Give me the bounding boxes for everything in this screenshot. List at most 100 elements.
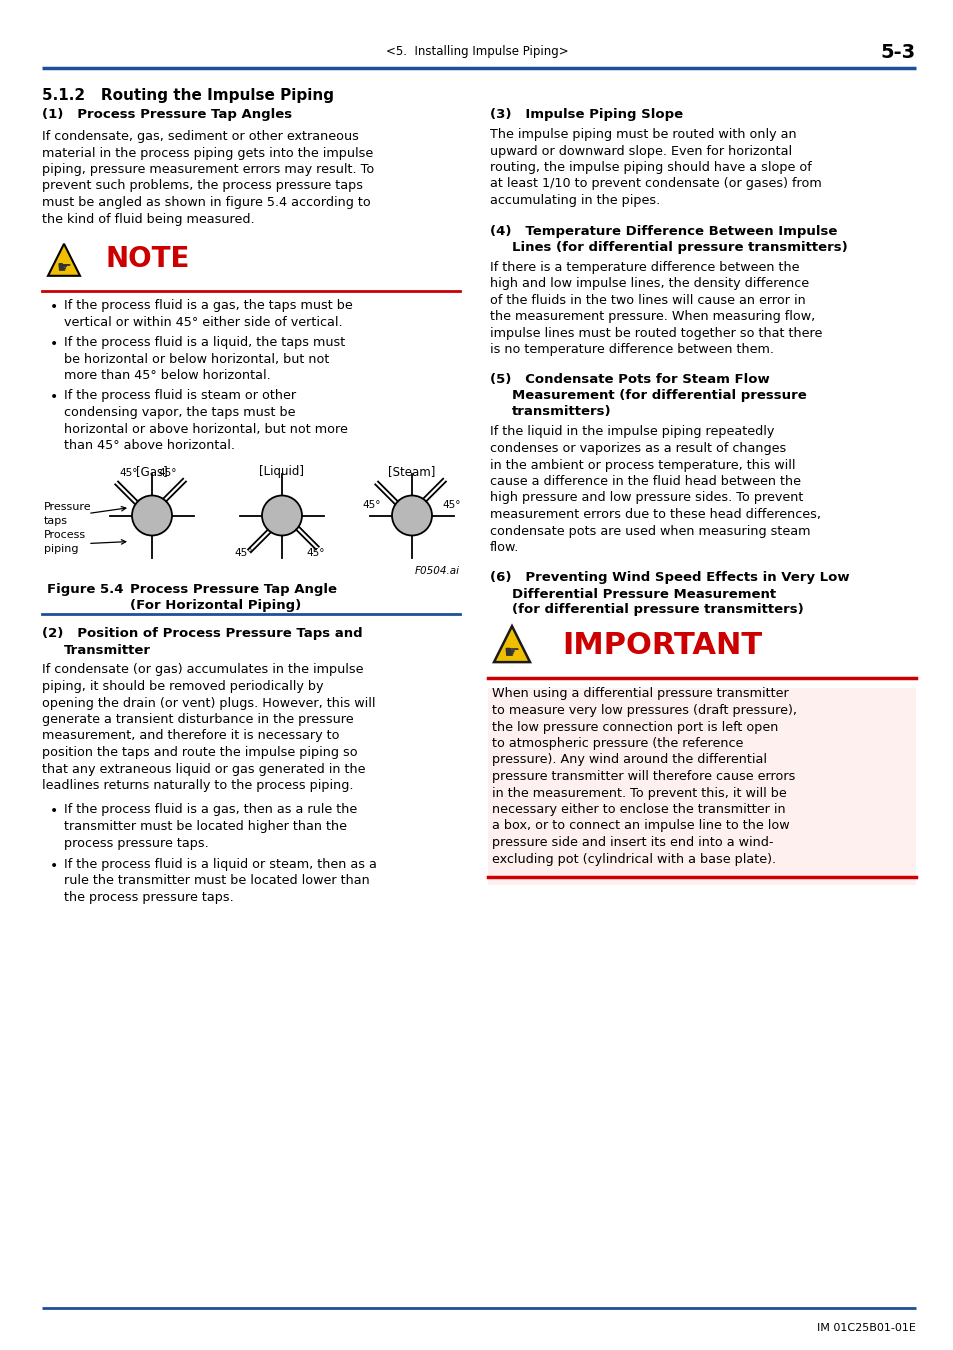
Text: (for differential pressure transmitters): (for differential pressure transmitters) xyxy=(512,603,803,617)
Text: [Steam]: [Steam] xyxy=(388,466,436,478)
Text: taps: taps xyxy=(44,517,68,526)
Text: pressure transmitter will therefore cause errors: pressure transmitter will therefore caus… xyxy=(492,769,795,783)
Text: Differential Pressure Measurement: Differential Pressure Measurement xyxy=(512,587,776,601)
Circle shape xyxy=(132,495,172,536)
Text: piping, pressure measurement errors may result. To: piping, pressure measurement errors may … xyxy=(42,163,374,176)
Text: (4)   Temperature Difference Between Impulse: (4) Temperature Difference Between Impul… xyxy=(490,224,837,238)
Text: flow.: flow. xyxy=(490,541,518,554)
Text: Lines (for differential pressure transmitters): Lines (for differential pressure transmi… xyxy=(512,240,847,254)
Text: to atmospheric pressure (the reference: to atmospheric pressure (the reference xyxy=(492,737,742,751)
Text: process pressure taps.: process pressure taps. xyxy=(64,837,209,849)
Text: be horizontal or below horizontal, but not: be horizontal or below horizontal, but n… xyxy=(64,352,329,366)
Text: condenses or vaporizes as a result of changes: condenses or vaporizes as a result of ch… xyxy=(490,441,785,455)
Text: The impulse piping must be routed with only an: The impulse piping must be routed with o… xyxy=(490,128,796,140)
Text: Pressure: Pressure xyxy=(44,502,91,513)
Text: position the taps and route the impulse piping so: position the taps and route the impulse … xyxy=(42,747,357,759)
Text: When using a differential pressure transmitter: When using a differential pressure trans… xyxy=(492,687,788,701)
Text: Process Pressure Tap Angle: Process Pressure Tap Angle xyxy=(130,583,336,597)
Text: more than 45° below horizontal.: more than 45° below horizontal. xyxy=(64,369,271,382)
Text: •: • xyxy=(50,859,58,873)
Text: •: • xyxy=(50,300,58,315)
Text: high and low impulse lines, the density difference: high and low impulse lines, the density … xyxy=(490,277,808,290)
Text: If the process fluid is a liquid, the taps must: If the process fluid is a liquid, the ta… xyxy=(64,336,345,350)
Text: 5.1.2   Routing the Impulse Piping: 5.1.2 Routing the Impulse Piping xyxy=(42,88,334,103)
Text: horizontal or above horizontal, but not more: horizontal or above horizontal, but not … xyxy=(64,423,348,436)
Text: at least 1/10 to prevent condensate (or gases) from: at least 1/10 to prevent condensate (or … xyxy=(490,177,821,190)
Text: If the process fluid is a gas, the taps must be: If the process fluid is a gas, the taps … xyxy=(64,298,353,312)
Text: <5.  Installing Impulse Piping>: <5. Installing Impulse Piping> xyxy=(385,46,568,58)
Text: If the process fluid is a gas, then as a rule the: If the process fluid is a gas, then as a… xyxy=(64,803,356,817)
Text: IM 01C25B01-01E: IM 01C25B01-01E xyxy=(817,1323,915,1332)
Text: [Gas]: [Gas] xyxy=(136,466,168,478)
Text: ☛: ☛ xyxy=(56,258,71,275)
Text: transmitters): transmitters) xyxy=(512,405,611,418)
Text: piping: piping xyxy=(44,544,78,555)
Text: is no temperature difference between them.: is no temperature difference between the… xyxy=(490,343,773,356)
Text: If condensate, gas, sediment or other extraneous: If condensate, gas, sediment or other ex… xyxy=(42,130,358,143)
Text: ☛: ☛ xyxy=(503,644,519,663)
Text: impulse lines must be routed together so that there: impulse lines must be routed together so… xyxy=(490,327,821,339)
Text: •: • xyxy=(50,338,58,351)
FancyBboxPatch shape xyxy=(488,687,915,886)
Circle shape xyxy=(262,495,302,536)
Text: measurement errors due to these head differences,: measurement errors due to these head dif… xyxy=(490,508,821,521)
Text: (2)   Position of Process Pressure Taps and: (2) Position of Process Pressure Taps an… xyxy=(42,628,362,640)
Circle shape xyxy=(392,495,432,536)
Text: that any extraneous liquid or gas generated in the: that any extraneous liquid or gas genera… xyxy=(42,763,365,775)
Text: cause a difference in the fluid head between the: cause a difference in the fluid head bet… xyxy=(490,475,801,487)
Text: (For Horizontal Piping): (For Horizontal Piping) xyxy=(130,599,301,613)
Text: 45°: 45° xyxy=(119,468,138,478)
Text: pressure side and insert its end into a wind-: pressure side and insert its end into a … xyxy=(492,836,773,849)
Text: Process: Process xyxy=(44,531,86,540)
Text: the process pressure taps.: the process pressure taps. xyxy=(64,891,233,904)
Text: Measurement (for differential pressure: Measurement (for differential pressure xyxy=(512,390,806,402)
Text: 45°: 45° xyxy=(362,501,381,510)
Text: than 45° above horizontal.: than 45° above horizontal. xyxy=(64,439,234,452)
Text: transmitter must be located higher than the: transmitter must be located higher than … xyxy=(64,819,347,833)
Text: If the liquid in the impulse piping repeatedly: If the liquid in the impulse piping repe… xyxy=(490,425,774,439)
Text: accumulating in the pipes.: accumulating in the pipes. xyxy=(490,194,659,207)
Text: material in the process piping gets into the impulse: material in the process piping gets into… xyxy=(42,147,373,159)
Text: 5-3: 5-3 xyxy=(880,42,915,62)
Text: (1)   Process Pressure Tap Angles: (1) Process Pressure Tap Angles xyxy=(42,108,292,122)
Polygon shape xyxy=(48,244,80,275)
Text: Figure 5.4: Figure 5.4 xyxy=(47,583,123,597)
Text: 45°: 45° xyxy=(158,468,176,478)
Text: of the fluids in the two lines will cause an error in: of the fluids in the two lines will caus… xyxy=(490,293,805,306)
Text: condensing vapor, the taps must be: condensing vapor, the taps must be xyxy=(64,406,295,418)
Text: NOTE: NOTE xyxy=(106,244,191,273)
Text: generate a transient disturbance in the pressure: generate a transient disturbance in the … xyxy=(42,713,354,726)
Text: a box, or to connect an impulse line to the low: a box, or to connect an impulse line to … xyxy=(492,819,789,833)
Text: condensate pots are used when measuring steam: condensate pots are used when measuring … xyxy=(490,525,810,537)
Text: necessary either to enclose the transmitter in: necessary either to enclose the transmit… xyxy=(492,803,785,815)
Text: leadlines returns naturally to the process piping.: leadlines returns naturally to the proce… xyxy=(42,779,354,792)
Text: [Liquid]: [Liquid] xyxy=(259,466,304,478)
Text: opening the drain (or vent) plugs. However, this will: opening the drain (or vent) plugs. Howev… xyxy=(42,697,375,710)
Text: rule the transmitter must be located lower than: rule the transmitter must be located low… xyxy=(64,875,370,887)
Text: to measure very low pressures (draft pressure),: to measure very low pressures (draft pre… xyxy=(492,703,796,717)
Text: vertical or within 45° either side of vertical.: vertical or within 45° either side of ve… xyxy=(64,316,342,328)
Polygon shape xyxy=(494,626,530,661)
Text: routing, the impulse piping should have a slope of: routing, the impulse piping should have … xyxy=(490,161,811,174)
Text: If condensate (or gas) accumulates in the impulse: If condensate (or gas) accumulates in th… xyxy=(42,663,363,676)
Text: Transmitter: Transmitter xyxy=(64,644,151,656)
Text: If the process fluid is steam or other: If the process fluid is steam or other xyxy=(64,390,295,402)
Text: 45°: 45° xyxy=(234,548,253,559)
Text: IMPORTANT: IMPORTANT xyxy=(561,630,761,660)
Text: excluding pot (cylindrical with a base plate).: excluding pot (cylindrical with a base p… xyxy=(492,852,776,865)
Text: the low pressure connection port is left open: the low pressure connection port is left… xyxy=(492,721,778,733)
Text: in the measurement. To prevent this, it will be: in the measurement. To prevent this, it … xyxy=(492,787,786,799)
Text: prevent such problems, the process pressure taps: prevent such problems, the process press… xyxy=(42,180,363,193)
Text: If the process fluid is a liquid or steam, then as a: If the process fluid is a liquid or stea… xyxy=(64,859,376,871)
Text: high pressure and low pressure sides. To prevent: high pressure and low pressure sides. To… xyxy=(490,491,802,505)
Text: (5)   Condensate Pots for Steam Flow: (5) Condensate Pots for Steam Flow xyxy=(490,374,769,386)
Text: (3)   Impulse Piping Slope: (3) Impulse Piping Slope xyxy=(490,108,682,122)
Text: piping, it should be removed periodically by: piping, it should be removed periodicall… xyxy=(42,680,323,693)
Text: upward or downward slope. Even for horizontal: upward or downward slope. Even for horiz… xyxy=(490,144,791,158)
Text: the kind of fluid being measured.: the kind of fluid being measured. xyxy=(42,212,254,225)
Text: •: • xyxy=(50,390,58,405)
Text: 45°: 45° xyxy=(442,501,460,510)
Text: If there is a temperature difference between the: If there is a temperature difference bet… xyxy=(490,261,799,274)
Text: the measurement pressure. When measuring flow,: the measurement pressure. When measuring… xyxy=(490,310,815,323)
Text: F0504.ai: F0504.ai xyxy=(415,567,459,576)
